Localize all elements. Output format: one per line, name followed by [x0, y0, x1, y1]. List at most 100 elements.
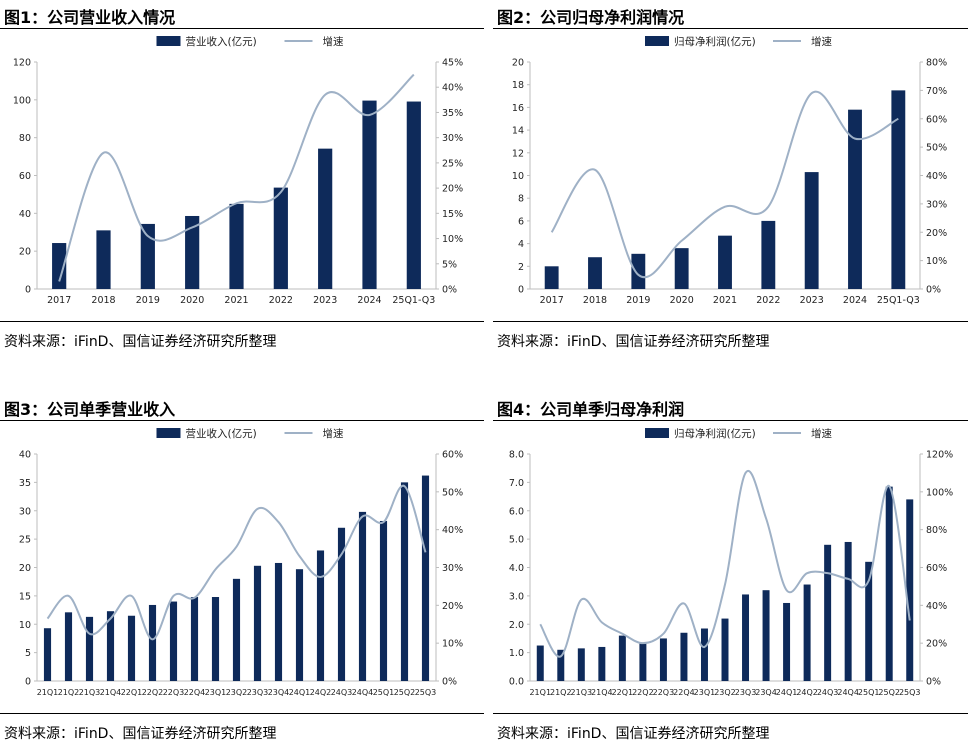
- bar: [557, 649, 565, 681]
- bar: [865, 561, 873, 681]
- title-divider: [493, 28, 968, 29]
- chart-quarterly-revenue: 0 5 10 15 20 25 30 35 40 0% 10% 20% 30% 40% 50% 60% 21Q1…: [19, 427, 463, 697]
- y2-tick-label: 0%: [926, 285, 941, 296]
- bar: [824, 544, 832, 681]
- x-tick-label: 21Q4: [591, 688, 613, 697]
- x-tick-label: 2018: [91, 295, 115, 306]
- x-tick-label: 2023: [800, 295, 824, 306]
- x-tick-label: 23Q4: [755, 688, 777, 697]
- bar: [618, 635, 626, 681]
- y2-tick-label: 30%: [442, 133, 463, 144]
- source-note: 资料来源：iFinD、国信证券经济研究所整理: [497, 334, 770, 350]
- y2-tick-label: 80%: [926, 58, 947, 69]
- x-tick-label: 22Q4: [673, 688, 695, 697]
- x-tick-label: 24Q4: [352, 688, 374, 697]
- bar: [379, 520, 388, 681]
- bar: [273, 187, 288, 289]
- y-tick-label: 80: [19, 133, 31, 144]
- y2-tick-label: 40%: [926, 171, 947, 182]
- y2-tick-label: 0%: [442, 677, 457, 688]
- chart-title: 图2：公司归母净利润情况: [497, 8, 685, 27]
- x-tick-label: 25Q1-Q3: [877, 295, 920, 306]
- bar: [598, 646, 606, 681]
- x-tick-label: 22Q4: [184, 688, 206, 697]
- x-tick-label: 24Q4: [837, 688, 859, 697]
- bar: [295, 569, 304, 681]
- bar: [721, 618, 729, 681]
- title-divider: [0, 420, 484, 421]
- y-tick-label: 0: [25, 285, 31, 296]
- bar: [229, 203, 244, 289]
- bar: [639, 642, 647, 681]
- legend-bar-label: 营业收入(亿元): [186, 35, 257, 48]
- source-divider: [493, 321, 968, 322]
- bar: [52, 243, 67, 289]
- x-tick-label: 25Q1: [858, 688, 880, 697]
- bar: [891, 90, 906, 289]
- x-tick-label: 2020: [670, 295, 694, 306]
- legend-bar-swatch: [156, 36, 181, 46]
- y-tick-label: 8.0: [509, 450, 524, 461]
- bar: [700, 628, 708, 681]
- y2-tick-label: 40%: [926, 601, 947, 612]
- y2-tick-label: 10%: [926, 256, 947, 267]
- y-tick-label: 14: [512, 126, 524, 137]
- bar: [362, 100, 377, 289]
- y2-tick-label: 40%: [442, 83, 463, 94]
- growth-line: [539, 469, 911, 658]
- y-tick-label: 1.0: [509, 648, 524, 659]
- chart-title: 图4：公司单季归母净利润: [497, 400, 685, 419]
- y2-tick-label: 20%: [442, 184, 463, 195]
- x-tick-label: 23Q2: [714, 688, 736, 697]
- y2-tick-label: 10%: [442, 639, 463, 650]
- x-tick-label: 25Q2: [878, 688, 900, 697]
- y-tick-label: 120: [13, 58, 31, 69]
- legend-line-label: 增速: [811, 35, 832, 48]
- bar: [232, 578, 241, 681]
- y2-tick-label: 30%: [442, 563, 463, 574]
- y2-tick-label: 20%: [926, 639, 947, 650]
- bar: [96, 230, 111, 289]
- y-tick-label: 0.0: [509, 677, 524, 688]
- y2-tick-label: 80%: [926, 525, 947, 536]
- y-tick-label: 20: [19, 247, 31, 258]
- bar: [421, 475, 430, 681]
- bar: [400, 482, 409, 681]
- y-tick-label: 12: [512, 148, 524, 159]
- y-tick-label: 10: [19, 620, 31, 631]
- x-tick-label: 2018: [583, 295, 607, 306]
- x-tick-label: 2019: [136, 295, 160, 306]
- x-tick-label: 2019: [626, 295, 650, 306]
- x-tick-label: 2023: [313, 295, 337, 306]
- source-note: 资料来源：iFinD、国信证券经济研究所整理: [4, 334, 277, 350]
- growth-line: [46, 485, 427, 641]
- y2-tick-label: 50%: [926, 143, 947, 154]
- y-tick-label: 7.0: [509, 478, 524, 489]
- x-tick-label: 24Q3: [331, 688, 353, 697]
- bar: [406, 101, 421, 290]
- bar: [544, 266, 559, 289]
- x-tick-label: 22Q3: [163, 688, 185, 697]
- x-tick-label: 24Q1: [289, 688, 311, 697]
- y2-tick-label: 50%: [442, 487, 463, 498]
- y2-tick-label: 0%: [442, 285, 457, 296]
- x-tick-label: 2017: [47, 295, 71, 306]
- y-tick-label: 8: [518, 194, 524, 205]
- bar: [803, 584, 811, 681]
- y2-tick-label: 100%: [926, 487, 953, 498]
- y-tick-label: 25: [19, 535, 31, 546]
- bar: [140, 223, 155, 289]
- y-tick-label: 3.0: [509, 591, 524, 602]
- source-divider: [0, 713, 484, 714]
- chart-net-profit: 0 2 4 6 8 10 12 14 16 18 20 0% 10% 20% 30% 40% 50% 60% 70%…: [512, 35, 947, 306]
- x-tick-label: 21Q3: [79, 688, 101, 697]
- y2-tick-label: 35%: [442, 108, 463, 119]
- x-tick-label: 2024: [357, 295, 381, 306]
- y-tick-label: 4.0: [509, 563, 524, 574]
- y2-tick-label: 70%: [926, 86, 947, 97]
- chart-title: 图1：公司营业收入情况: [4, 8, 176, 27]
- x-tick-label: 2022: [269, 295, 293, 306]
- x-tick-label: 25Q3: [415, 688, 437, 697]
- bar: [274, 562, 283, 681]
- x-tick-label: 21Q2: [58, 688, 80, 697]
